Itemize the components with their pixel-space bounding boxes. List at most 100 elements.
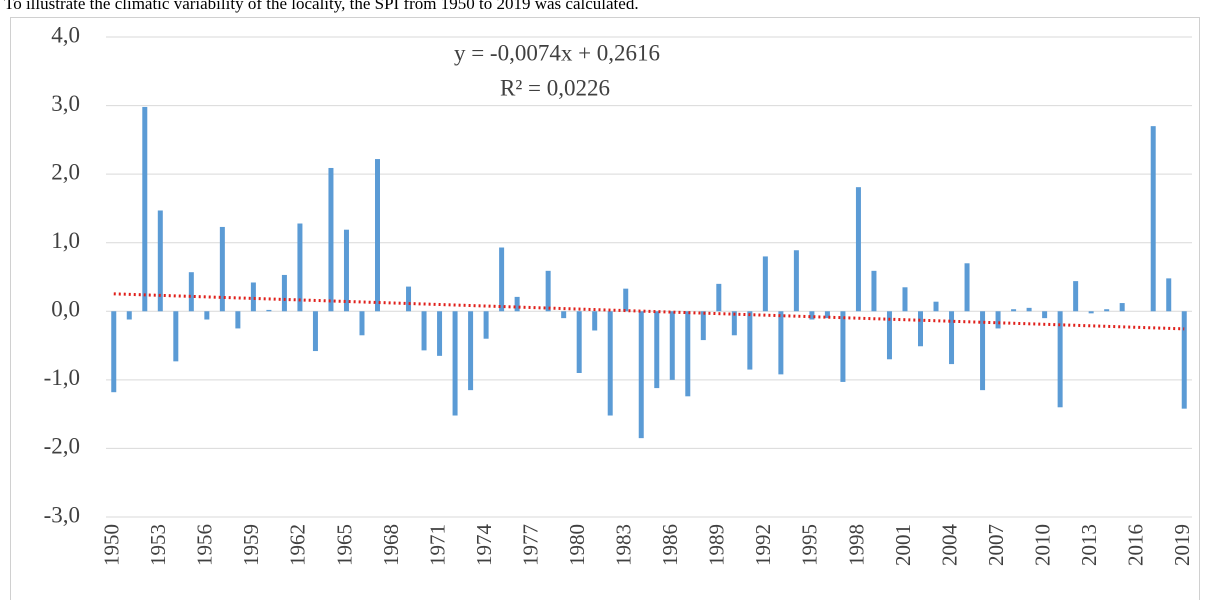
bar — [219, 226, 225, 312]
bar — [328, 167, 334, 312]
bar — [902, 287, 908, 312]
bar — [343, 229, 349, 312]
x-tick-label: 2007 — [984, 524, 1008, 566]
trend-r2: R² = 0,0226 — [500, 75, 610, 100]
y-tick-label: 4,0 — [51, 22, 80, 47]
bar — [281, 274, 287, 312]
bar — [157, 210, 163, 312]
bar — [421, 311, 427, 351]
x-tick-label: 2004 — [937, 524, 961, 567]
x-tick-label: 1989 — [705, 524, 729, 566]
bar — [607, 311, 613, 416]
x-tick-label: 1977 — [518, 524, 542, 566]
bar — [235, 311, 241, 329]
y-tick-label: 0,0 — [51, 297, 80, 322]
bar — [809, 311, 815, 320]
bar — [452, 311, 458, 416]
x-tick-label: 2019 — [1170, 524, 1194, 566]
y-tick-label: -2,0 — [44, 434, 80, 459]
bar — [685, 311, 691, 397]
bar — [514, 296, 520, 312]
bar — [762, 256, 768, 312]
bar — [1057, 311, 1063, 408]
bar — [250, 282, 256, 312]
caption: To illustrate the climatic variability o… — [4, 0, 639, 13]
x-tick-label: 1983 — [612, 524, 636, 566]
bar — [747, 311, 753, 370]
x-tick-label: 1950 — [100, 524, 124, 566]
x-tick-label: 1971 — [425, 524, 449, 566]
bar — [297, 223, 303, 312]
bar — [173, 311, 179, 362]
bar — [483, 311, 489, 339]
bar — [669, 311, 675, 380]
bar — [638, 311, 644, 439]
bar — [964, 263, 970, 312]
bar — [499, 247, 505, 312]
bar — [793, 250, 799, 312]
bar — [126, 311, 132, 320]
y-tick-label: 2,0 — [51, 159, 80, 184]
bar — [778, 311, 784, 375]
bar — [1166, 278, 1172, 312]
bar — [1150, 126, 1156, 312]
bar — [1104, 309, 1110, 312]
x-tick-label: 1995 — [798, 524, 822, 566]
x-tick-label: 1953 — [146, 524, 170, 566]
bar — [980, 311, 986, 391]
x-tick-label: 2001 — [891, 524, 915, 566]
bar — [468, 311, 474, 391]
x-tick-label: 2010 — [1030, 524, 1054, 566]
x-tick-label: 1968 — [379, 524, 403, 566]
trendline — [113, 292, 1185, 331]
trend-equation: y = -0,0074x + 0,2616 — [454, 40, 660, 65]
bar — [623, 288, 629, 312]
x-tick-label: 1980 — [565, 524, 589, 566]
bar — [1119, 303, 1125, 312]
bar — [1181, 311, 1187, 409]
x-tick-label: 1992 — [751, 524, 775, 566]
y-tick-label: -1,0 — [44, 365, 80, 390]
bar — [855, 187, 861, 312]
x-tick-label: 2016 — [1124, 524, 1148, 566]
bar — [312, 311, 318, 352]
bar — [406, 286, 412, 312]
bar — [700, 311, 706, 341]
bar — [1026, 307, 1032, 312]
x-tick-label: 1974 — [472, 524, 496, 567]
x-tick-label: 1965 — [332, 524, 356, 566]
bar — [545, 270, 551, 312]
y-tick-label: 3,0 — [51, 91, 80, 116]
bar — [359, 311, 365, 336]
bar — [592, 311, 598, 331]
chart-border — [10, 17, 1200, 600]
bar — [188, 272, 194, 312]
bar — [871, 270, 877, 312]
x-tick-label: 1959 — [239, 524, 263, 566]
bar — [142, 106, 148, 312]
bar — [111, 311, 117, 393]
x-tick-label: 1956 — [193, 524, 217, 566]
bar — [1073, 281, 1079, 312]
bar — [576, 311, 582, 373]
x-tick-label: 2013 — [1077, 524, 1101, 566]
y-tick-label: -3,0 — [44, 502, 80, 527]
bar — [266, 309, 272, 312]
x-tick-label: 1962 — [286, 524, 310, 566]
bar — [933, 301, 939, 312]
bar — [886, 311, 892, 360]
bar — [1011, 309, 1017, 312]
bar — [1042, 311, 1048, 319]
bar — [375, 159, 380, 312]
bar — [437, 311, 443, 356]
x-tick-label: 1986 — [658, 524, 682, 566]
bar — [840, 311, 846, 382]
bar — [949, 311, 955, 365]
bar — [716, 283, 722, 312]
bar — [204, 311, 210, 320]
y-tick-label: 1,0 — [51, 228, 80, 253]
bar — [731, 311, 737, 336]
bar — [995, 311, 1001, 329]
